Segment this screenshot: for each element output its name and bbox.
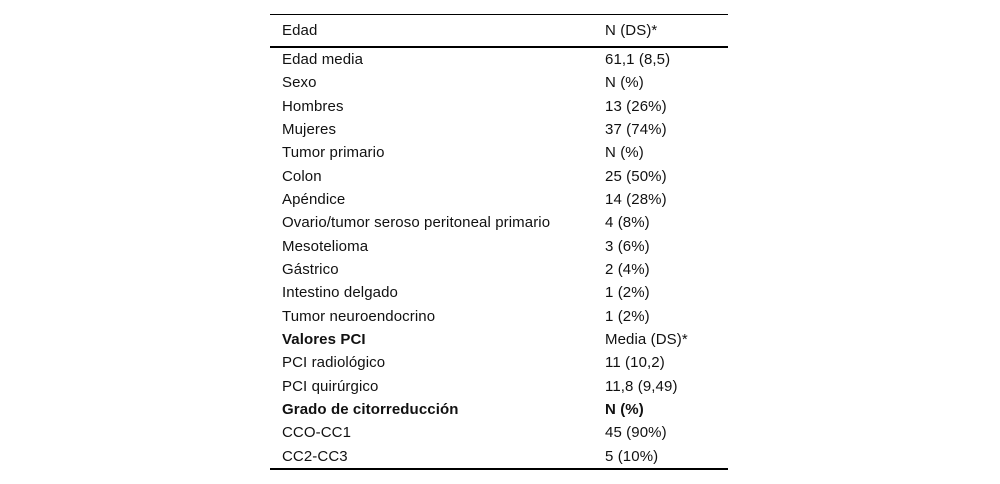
table-row: PCI radiológico 11 (10,2) [270, 351, 728, 374]
row-value: 25 (50%) [605, 167, 667, 185]
table-header-label: Edad [282, 22, 318, 39]
table-row: CC2-CC3 5 (10%) [270, 445, 728, 468]
table-row: Sexo N (%) [270, 71, 728, 94]
table-row: Colon 25 (50%) [270, 165, 728, 188]
row-value: 1 (2%) [605, 307, 650, 325]
row-label: Sexo [282, 74, 317, 92]
row-label: Ovario/tumor seroso peritoneal primario [282, 214, 551, 232]
table-row: Apéndice 14 (28%) [270, 188, 728, 211]
row-label: PCI radiológico [282, 354, 386, 372]
table-row: Hombres 13 (26%) [270, 95, 728, 118]
row-value: 11,8 (9,49) [605, 377, 678, 395]
row-label: Apéndice [282, 191, 346, 209]
row-label: Hombres [282, 97, 344, 115]
row-label: Grado de citorreducción [282, 401, 459, 419]
row-label: Mesotelioma [282, 237, 369, 255]
table-row: Tumor primario N (%) [270, 141, 728, 164]
table-row: Valores PCI Media (DS)* [270, 328, 728, 351]
row-value: 45 (90%) [605, 424, 667, 442]
row-value: 11 (10,2) [605, 354, 665, 372]
row-value: 14 (28%) [605, 191, 667, 209]
row-label: Gástrico [282, 261, 339, 279]
row-value: N (%) [605, 74, 644, 92]
row-value: 37 (74%) [605, 121, 667, 139]
table-row: Tumor neuroendocrino 1 (2%) [270, 305, 728, 328]
row-label: Colon [282, 167, 322, 185]
table-header-value: N (DS)* [605, 22, 658, 39]
row-value: 4 (8%) [605, 214, 650, 232]
table-header-row: Edad N (DS)* [270, 15, 728, 48]
row-value: 13 (26%) [605, 97, 667, 115]
row-label: Intestino delgado [282, 284, 398, 302]
row-value: N (%) [605, 144, 644, 162]
row-value: N (%) [605, 401, 644, 419]
table-row: Ovario/tumor seroso peritoneal primario 4… [270, 211, 728, 234]
row-label: Tumor primario [282, 144, 385, 162]
row-value: Media (DS)* [605, 331, 688, 349]
table-row: Gástrico 2 (4%) [270, 258, 728, 281]
table-row: Grado de citorreducción N (%) [270, 398, 728, 421]
patient-characteristics-table: Edad N (DS)* Edad media 61,1 (8,5) Sexo N (… [270, 14, 728, 470]
table-row: CCO-CC1 45 (90%) [270, 421, 728, 444]
row-label: Edad media [282, 51, 364, 69]
row-label: CCO-CC1 [282, 424, 352, 442]
table-body: Edad media 61,1 (8,5) Sexo N (%) Hombres 13 (… [270, 48, 728, 468]
row-label: Valores PCI [282, 331, 366, 349]
row-value: 3 (6%) [605, 237, 650, 255]
row-label: PCI quirúrgico [282, 377, 379, 395]
table-row: Mujeres 37 (74%) [270, 118, 728, 141]
row-label: Tumor neuroendocrino [282, 307, 436, 325]
row-value: 2 (4%) [605, 261, 650, 279]
table-row: PCI quirúrgico 11,8 (9,49) [270, 375, 728, 398]
row-label: CC2-CC3 [282, 447, 348, 465]
row-value: 61,1 (8,5) [605, 51, 671, 69]
table-row: Mesotelioma 3 (6%) [270, 235, 728, 258]
row-value: 5 (10%) [605, 447, 659, 465]
row-value: 1 (2%) [605, 284, 650, 302]
table-row: Edad media 61,1 (8,5) [270, 48, 728, 71]
row-label: Mujeres [282, 121, 337, 139]
table-row: Intestino delgado 1 (2%) [270, 281, 728, 304]
